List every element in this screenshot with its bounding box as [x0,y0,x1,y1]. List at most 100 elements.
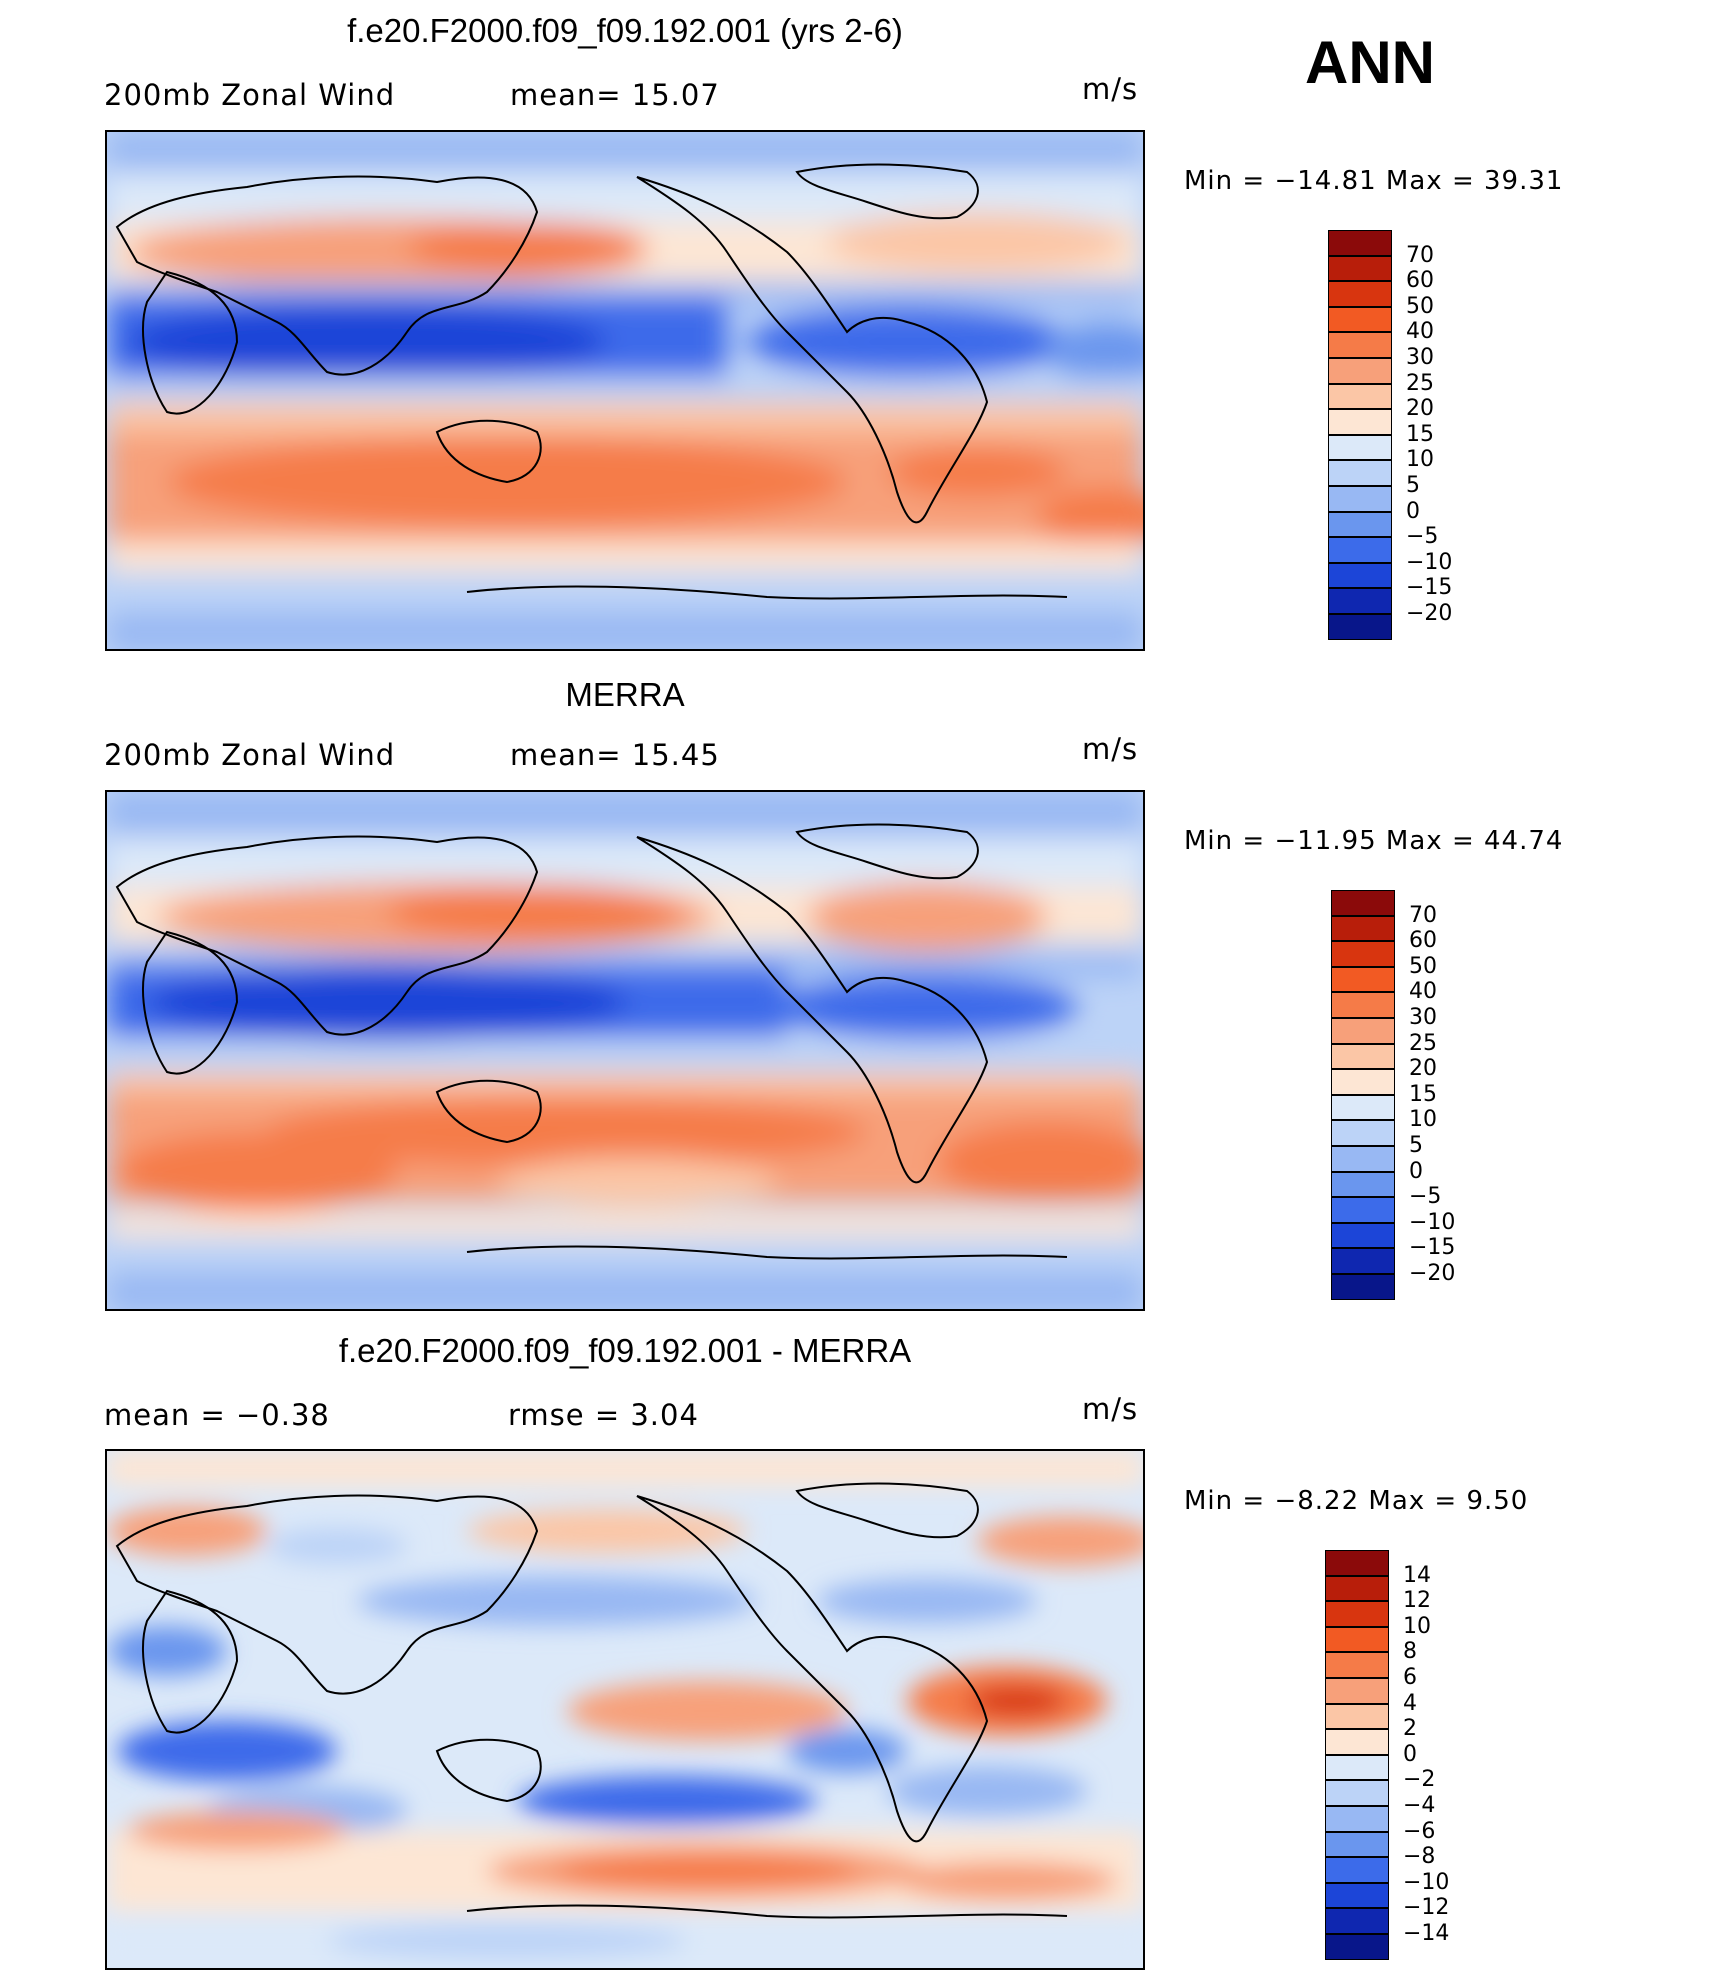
colorbar-swatch [1325,1934,1389,1960]
colorbar-swatch [1328,358,1392,384]
colorbar-label: −5 [1406,524,1439,550]
colorbar-swatch [1325,1703,1389,1730]
colorbar-label: −12 [1403,1895,1450,1921]
colorbar-label: 70 [1409,902,1437,928]
colorbar-swatch [1328,383,1392,410]
colorbar-swatch [1328,281,1392,307]
panel-2-title: MERRA [565,676,685,713]
colorbar-label: 2 [1403,1716,1417,1742]
panel-1-units: m/s [1082,72,1139,106]
panel-2-minmax: Min = −11.95 Max = 44.74 [1184,826,1564,856]
panel-1-contour-field [107,132,1143,649]
colorbar-label: −10 [1406,549,1453,575]
colorbar-swatch [1325,1550,1389,1576]
colorbar-label: −15 [1406,575,1453,601]
colorbar-swatch [1331,915,1395,942]
colorbar-swatch [1328,230,1392,256]
colorbar-swatch [1328,486,1392,512]
colorbar-label: 5 [1406,473,1420,498]
panel-2-contour-field [107,792,1143,1309]
colorbar-label: 20 [1406,396,1434,422]
colorbar-swatch [1331,1120,1395,1146]
colorbar-label: −10 [1409,1209,1456,1235]
colorbar-label: 12 [1403,1588,1431,1614]
colorbar-swatch [1331,1274,1395,1300]
colorbar-label: 60 [1406,268,1434,294]
colorbar-label: −20 [1409,1261,1456,1286]
colorbar-label: 8 [1403,1639,1417,1665]
colorbar-swatch [1328,255,1392,282]
panel-1-mean: mean= 15.07 [510,78,720,112]
colorbar-label: −10 [1403,1869,1450,1895]
colorbar-swatch [1331,1197,1395,1223]
colorbar-label: 40 [1409,979,1437,1005]
colorbar-label: 25 [1406,370,1434,396]
panel-3-contour-field [107,1451,1143,1968]
panel-2-colorbar: 70 60 50 40 30 25 20 15 10 5 0 −5 −10 −15 −20 [1331,890,1455,1300]
colorbar-label: 5 [1409,1133,1423,1158]
colorbar-label: −6 [1403,1818,1436,1844]
colorbar-swatch [1328,434,1392,461]
panel-3-units: m/s [1082,1392,1139,1426]
colorbar-label: 25 [1409,1030,1437,1056]
colorbar-label: 15 [1409,1081,1437,1107]
colorbar-label: 0 [1406,498,1420,524]
colorbar-label: 0 [1409,1158,1423,1184]
colorbar-label: −20 [1406,601,1453,626]
colorbar-swatch [1325,1729,1389,1755]
panel-1-variable: 200mb Zonal Wind [104,78,396,112]
colorbar-swatch [1328,409,1392,435]
colorbar-swatch [1331,1248,1395,1274]
panel-3-mean: mean = −0.38 [104,1398,330,1432]
colorbar-swatch [1325,1652,1389,1678]
panel-3-title: f.e20.F2000.f09_f09.192.001 - MERRA [338,1332,912,1369]
colorbar-label: 14 [1403,1562,1431,1588]
colorbar-label: −2 [1403,1767,1436,1793]
panel-2-coastlines [115,823,1068,1260]
colorbar-label: 50 [1409,953,1437,979]
panel-3-rmse: rmse = 3.04 [508,1398,699,1432]
colorbar-swatch [1331,1069,1395,1095]
colorbar-label: 15 [1406,421,1434,447]
colorbar-label: 20 [1409,1056,1437,1082]
colorbar-label: −4 [1403,1793,1436,1818]
colorbar-swatch [1328,332,1392,358]
colorbar-label: 6 [1403,1665,1417,1690]
colorbar-label: 4 [1403,1690,1417,1716]
colorbar-swatch [1328,460,1392,486]
colorbar-label: 70 [1406,242,1434,268]
colorbar-swatch [1325,1882,1389,1909]
panel-2-units: m/s [1082,732,1139,766]
panel-2-mean: mean= 15.45 [510,738,720,772]
colorbar-swatch [1328,588,1392,614]
colorbar-label: 10 [1406,447,1434,473]
colorbar-label: −14 [1403,1921,1450,1946]
colorbar-label: 0 [1403,1741,1417,1767]
colorbar-swatch [1325,1857,1389,1883]
panel-2-variable: 200mb Zonal Wind [104,738,396,772]
colorbar-swatch [1328,614,1392,640]
panel-3-coastlines [115,1482,1068,1919]
colorbar-swatch [1331,1043,1395,1070]
colorbar-swatch [1331,1146,1395,1172]
colorbar-swatch [1325,1780,1389,1806]
colorbar-swatch [1328,562,1392,589]
colorbar-swatch [1325,1601,1389,1627]
panel-1-coastlines [115,163,1068,600]
colorbar-swatch [1325,1754,1389,1781]
panel-1-colorbar: 70 60 50 40 30 25 20 15 10 5 0 −5 −10 −15 −20 [1328,230,1452,640]
colorbar-swatch [1331,941,1395,967]
colorbar-label: −15 [1409,1235,1456,1261]
colorbar-swatch [1328,537,1392,563]
colorbar-swatch [1325,1575,1389,1602]
colorbar-label: 40 [1406,319,1434,345]
colorbar-swatch [1325,1626,1389,1653]
colorbar-swatch [1331,966,1395,993]
colorbar-swatch [1325,1908,1389,1934]
colorbar-swatch [1331,1171,1395,1198]
colorbar-swatch [1331,1222,1395,1249]
colorbar-label: 10 [1403,1613,1431,1639]
colorbar-swatch [1325,1806,1389,1832]
season-label: ANN [1305,29,1435,96]
colorbar-swatch [1325,1831,1389,1858]
